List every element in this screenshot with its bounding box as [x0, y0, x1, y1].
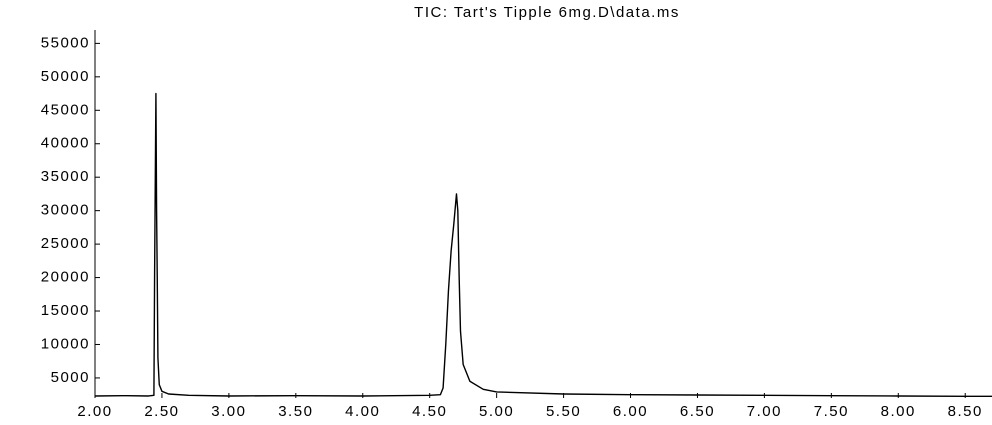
y-tick-label: 45000	[41, 101, 90, 118]
x-tick-label: 7.00	[747, 403, 782, 420]
x-tick-label: 4.00	[345, 403, 380, 420]
x-tick-label: 5.00	[479, 403, 514, 420]
x-tick-label: 4.50	[412, 403, 447, 420]
x-tick-label: 6.00	[613, 403, 648, 420]
y-tick-label: 20000	[41, 269, 90, 286]
y-tick-label: 55000	[41, 34, 90, 51]
line-series	[94, 92, 992, 398]
y-tick-label: 40000	[41, 135, 90, 152]
y-tick-label: 5000	[51, 369, 90, 386]
y-tick-label: 25000	[41, 235, 90, 252]
y-tick-label: 10000	[41, 335, 90, 352]
chart-title: TIC: Tart's Tipple 6mg.D\data.ms	[414, 4, 680, 21]
x-tick-label: 5.50	[546, 403, 581, 420]
y-tick-label: 30000	[41, 202, 90, 219]
x-tick-label: 2.00	[77, 403, 112, 420]
x-tick-label: 2.50	[144, 403, 179, 420]
y-tick-label: 15000	[41, 302, 90, 319]
x-tick-label: 3.00	[211, 403, 246, 420]
y-tick-label: 50000	[41, 68, 90, 85]
x-tick-label: 7.50	[814, 403, 849, 420]
x-tick-label: 6.50	[680, 403, 715, 420]
x-tick-label: 3.50	[278, 403, 313, 420]
x-tick-label: 8.00	[881, 403, 916, 420]
y-tick-label: 35000	[41, 168, 90, 185]
x-tick-label: 8.50	[948, 403, 983, 420]
